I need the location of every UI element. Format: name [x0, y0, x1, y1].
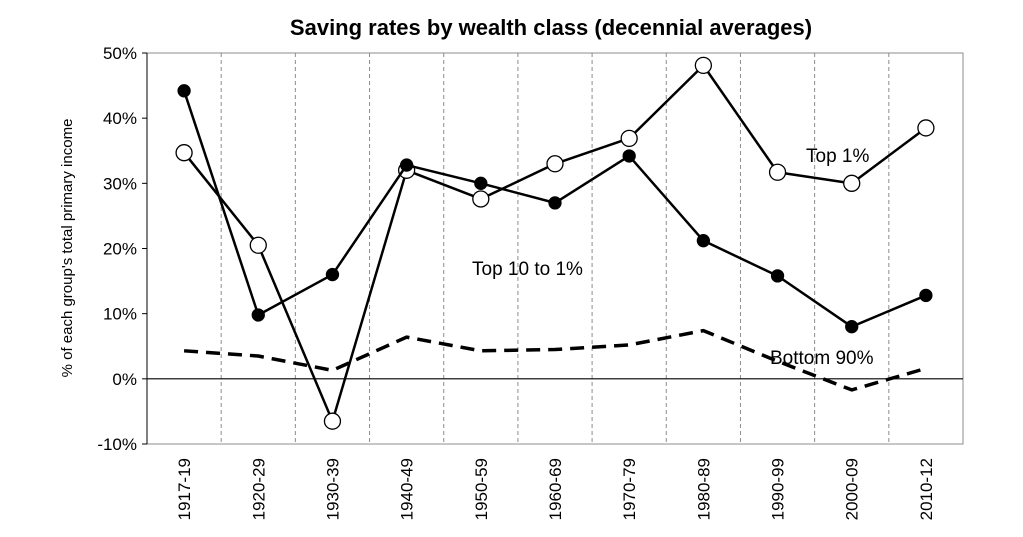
series-label-top-10-to-1pct: Top 10 to 1% — [472, 259, 583, 280]
data-point-top-1pct — [768, 163, 787, 181]
data-point-top-1pct — [843, 174, 861, 192]
plot-frame — [146, 52, 964, 445]
data-point-top-10-to-1pct — [251, 308, 265, 322]
x-tick-label: 1960-69 — [546, 458, 565, 520]
data-point-top-10-to-1pct — [177, 84, 191, 98]
data-point-top-1pct — [546, 155, 564, 173]
y-tick-label: 0% — [112, 370, 137, 389]
x-tick-label: 2000-09 — [843, 458, 862, 520]
x-tick-label: 1990-99 — [769, 458, 788, 520]
data-point-top-1pct — [175, 144, 193, 162]
data-point-top-1pct — [249, 236, 267, 254]
y-tick-label: 20% — [103, 240, 137, 259]
series-label-bottom-90pct: Bottom 90% — [770, 348, 874, 369]
data-point-top-10-to-1pct — [919, 288, 933, 303]
y-tick-label: 40% — [103, 109, 137, 128]
data-point-top-10-to-1pct — [548, 196, 562, 210]
data-point-top-10-to-1pct — [474, 176, 488, 190]
data-point-top-10-to-1pct — [770, 269, 785, 283]
x-tick-label: 1950-59 — [472, 458, 491, 520]
y-tick-label: -10% — [97, 435, 137, 454]
data-point-top-1pct — [323, 412, 342, 430]
x-tick-label: 1970-79 — [620, 458, 639, 520]
x-tick-label: 1917-19 — [175, 458, 194, 520]
y-tick-label: 50% — [103, 44, 137, 63]
data-point-top-1pct — [694, 56, 713, 75]
series-label-top-1pct: Top 1% — [806, 146, 869, 167]
data-point-top-10-to-1pct — [622, 149, 636, 163]
x-tick-label: 1940-49 — [398, 458, 417, 520]
series-line-bottom-90pct — [183, 328, 927, 392]
chart-title: Saving rates by wealth class (decennial … — [290, 15, 812, 40]
data-point-top-10-to-1pct — [696, 234, 711, 248]
y-tick-label: 30% — [103, 174, 137, 193]
x-tick-label: 1920-29 — [249, 458, 268, 520]
data-point-top-1pct — [917, 119, 935, 137]
x-tick-label: 1980-89 — [694, 458, 713, 520]
y-axis-label: % of each group's total primary income — [59, 119, 76, 378]
data-point-top-10-to-1pct — [399, 158, 414, 172]
data-point-top-1pct — [620, 129, 638, 148]
y-tick-label: 10% — [103, 305, 137, 324]
plot-area: -10% 0% 10% 20% 30% 40% 50% 1917-19 1920-29 1930-… — [97, 44, 964, 520]
data-point-top-10-to-1pct — [845, 320, 859, 334]
x-tick-label: 2010-12 — [917, 458, 936, 520]
data-point-top-10-to-1pct — [325, 267, 340, 282]
data-point-top-1pct — [472, 190, 490, 208]
x-tick-label: 1930-39 — [323, 458, 342, 520]
